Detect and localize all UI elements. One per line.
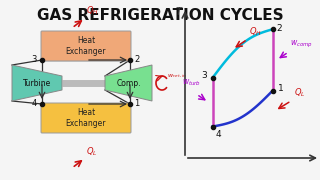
Polygon shape — [105, 65, 152, 101]
Text: T: T — [176, 7, 182, 17]
Text: 2: 2 — [276, 24, 282, 33]
Text: 1: 1 — [134, 98, 139, 107]
Text: $Q_L$: $Q_L$ — [86, 145, 98, 158]
Text: Heat
Exchanger: Heat Exchanger — [66, 108, 106, 128]
Text: 3: 3 — [32, 55, 37, 64]
Text: $Q_H$: $Q_H$ — [86, 4, 99, 17]
Text: Turbine: Turbine — [23, 78, 51, 87]
Text: $w_{turb}$: $w_{turb}$ — [182, 78, 202, 88]
Text: 4: 4 — [32, 98, 37, 107]
Text: $w_{comp}$: $w_{comp}$ — [291, 39, 313, 50]
FancyBboxPatch shape — [41, 31, 131, 61]
Text: Heat
Exchanger: Heat Exchanger — [66, 36, 106, 56]
Text: $Q_H$: $Q_H$ — [249, 25, 262, 38]
Text: 4: 4 — [215, 130, 221, 139]
Text: GAS REFRIGERATION CYCLES: GAS REFRIGERATION CYCLES — [37, 8, 283, 23]
Text: Comp.: Comp. — [116, 78, 141, 87]
Text: $w_{net,in}$: $w_{net,in}$ — [167, 72, 187, 80]
Polygon shape — [12, 65, 62, 101]
Text: 3: 3 — [202, 71, 207, 80]
Text: 1: 1 — [277, 84, 283, 93]
Text: 2: 2 — [134, 55, 139, 64]
Text: $Q_L$: $Q_L$ — [294, 87, 305, 99]
FancyBboxPatch shape — [41, 103, 131, 133]
